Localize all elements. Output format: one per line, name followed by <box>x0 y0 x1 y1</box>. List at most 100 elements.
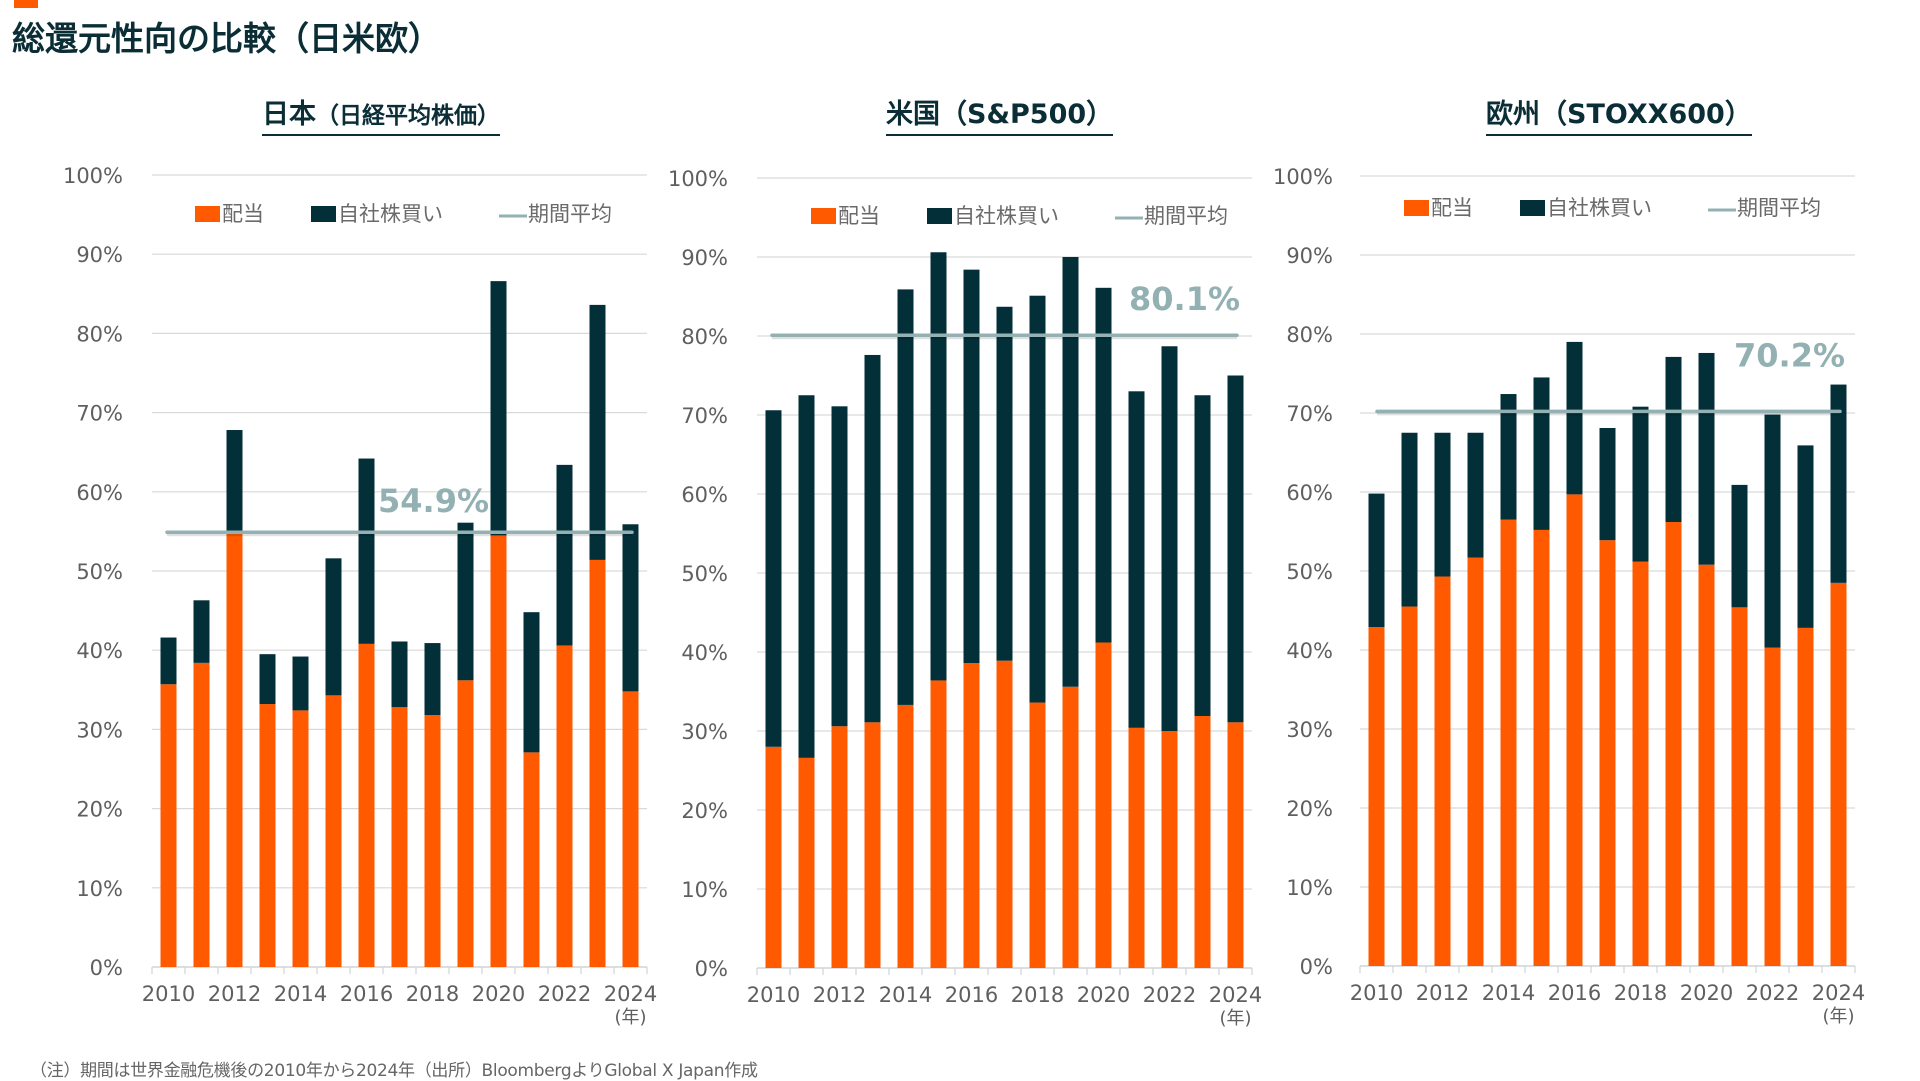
bar-buyback-us-2018 <box>1029 295 1046 703</box>
x-tick-label-europe: 2010 <box>1350 981 1403 1005</box>
y-tick-label-europe: 20% <box>1286 797 1333 821</box>
bar-dividend-japan-2015 <box>325 695 342 967</box>
bar-buyback-europe-2022 <box>1764 414 1781 648</box>
y-tick-label-us: 20% <box>681 799 728 823</box>
y-tick-label-japan: 60% <box>76 481 123 505</box>
y-tick-label-japan: 0% <box>90 956 123 980</box>
bar-dividend-us-2022 <box>1161 731 1178 968</box>
bar-dividend-japan-2011 <box>193 662 210 967</box>
y-tick-label-us: 40% <box>681 641 728 665</box>
chart-title-japan-sub: （日経平均株価） <box>316 103 500 129</box>
chart-title-japan-main: 日本 <box>262 99 316 130</box>
x-tick-label-japan: 2010 <box>142 982 195 1006</box>
bar-buyback-europe-2021 <box>1731 484 1748 608</box>
y-tick-label-japan: 40% <box>76 639 123 663</box>
y-tick-label-europe: 0% <box>1300 955 1333 979</box>
bar-dividend-us-2021 <box>1128 727 1145 968</box>
bar-buyback-us-2023 <box>1194 395 1211 716</box>
bar-dividend-europe-2017 <box>1599 540 1616 966</box>
chart-title-us: 米国（S&P500） <box>886 99 1114 136</box>
y-tick-label-europe: 50% <box>1286 560 1333 584</box>
x-tick-label-us: 2018 <box>1011 983 1064 1007</box>
y-tick-label-us: 100% <box>668 167 728 191</box>
y-tick-label-japan: 90% <box>76 243 123 267</box>
bar-dividend-europe-2018 <box>1632 561 1649 966</box>
bar-buyback-europe-2019 <box>1665 356 1682 523</box>
chart-title-europe-sub: （STOXX600） <box>1540 99 1752 130</box>
x-tick-label-europe: 2012 <box>1416 981 1469 1005</box>
y-tick-label-europe: 80% <box>1286 323 1333 347</box>
average-label-japan: 54.9% <box>378 482 489 520</box>
chart-title-us-sub: （S&P500） <box>940 99 1114 130</box>
legend-average-label-japan: 期間平均 <box>528 202 612 226</box>
bar-buyback-europe-2015 <box>1533 377 1550 530</box>
bar-buyback-japan-2014 <box>292 656 309 711</box>
bar-buyback-us-2022 <box>1161 346 1178 731</box>
legend-buyback-swatch-europe <box>1520 200 1545 216</box>
average-label-europe: 70.2% <box>1734 336 1845 374</box>
bar-dividend-europe-2013 <box>1467 557 1484 966</box>
bar-dividend-europe-2012 <box>1434 576 1451 966</box>
legend-average-label-us: 期間平均 <box>1144 204 1228 228</box>
bar-dividend-us-2014 <box>897 704 914 968</box>
bar-buyback-europe-2016 <box>1566 341 1583 495</box>
bar-buyback-europe-2011 <box>1401 432 1418 607</box>
bar-buyback-japan-2020 <box>490 281 507 536</box>
bar-buyback-europe-2013 <box>1467 432 1484 558</box>
x-tick-label-us: 2014 <box>879 983 932 1007</box>
bar-dividend-europe-2014 <box>1500 519 1517 966</box>
bar-buyback-europe-2023 <box>1797 445 1814 628</box>
bar-buyback-japan-2018 <box>424 643 441 716</box>
bar-buyback-japan-2016 <box>358 458 375 644</box>
legend-buyback-label-europe: 自社株買い <box>1547 196 1652 220</box>
bar-buyback-europe-2018 <box>1632 406 1649 562</box>
bar-buyback-japan-2011 <box>193 600 210 663</box>
bar-buyback-europe-2024 <box>1830 384 1847 583</box>
y-tick-label-europe: 100% <box>1273 165 1333 189</box>
bar-buyback-japan-2022 <box>556 464 573 646</box>
x-unit-label-us: (年) <box>1219 1008 1251 1029</box>
bar-dividend-japan-2023 <box>589 559 606 967</box>
y-tick-label-europe: 40% <box>1286 639 1333 663</box>
legend-dividend-swatch-us <box>811 208 836 224</box>
bar-buyback-us-2016 <box>963 269 980 664</box>
bar-buyback-us-2020 <box>1095 287 1112 643</box>
x-tick-label-europe: 2022 <box>1746 981 1799 1005</box>
x-unit-label-europe: (年) <box>1822 1006 1854 1027</box>
bar-buyback-us-2012 <box>831 406 848 727</box>
x-tick-label-japan: 2020 <box>472 982 525 1006</box>
bar-buyback-europe-2014 <box>1500 394 1517 520</box>
y-tick-label-europe: 30% <box>1286 718 1333 742</box>
bar-dividend-europe-2020 <box>1698 564 1715 966</box>
title-accent-bar <box>14 0 38 8</box>
bar-buyback-us-2021 <box>1128 391 1145 728</box>
bar-dividend-us-2015 <box>930 680 947 968</box>
bar-buyback-japan-2019 <box>457 522 474 681</box>
bar-buyback-us-2010 <box>765 410 782 747</box>
chart-title-us-main: 米国 <box>886 99 940 130</box>
y-tick-label-us: 30% <box>681 720 728 744</box>
bar-dividend-japan-2014 <box>292 710 309 967</box>
legend-buyback-label-japan: 自社株買い <box>338 202 443 226</box>
y-tick-label-us: 50% <box>681 562 728 586</box>
x-tick-label-japan: 2014 <box>274 982 327 1006</box>
bar-dividend-japan-2024 <box>622 691 639 967</box>
y-tick-label-japan: 50% <box>76 560 123 584</box>
bar-dividend-us-2018 <box>1029 702 1046 968</box>
legend-dividend-label-europe: 配当 <box>1431 196 1473 220</box>
x-tick-label-us: 2022 <box>1143 983 1196 1007</box>
y-tick-label-europe: 10% <box>1286 876 1333 900</box>
y-tick-label-us: 0% <box>695 957 728 981</box>
y-tick-label-japan: 30% <box>76 718 123 742</box>
y-tick-label-us: 70% <box>681 404 728 428</box>
x-tick-label-japan: 2024 <box>604 982 657 1006</box>
bar-dividend-europe-2021 <box>1731 607 1748 966</box>
legend-dividend-swatch-japan <box>195 206 220 222</box>
bar-buyback-japan-2024 <box>622 524 639 692</box>
bar-dividend-us-2013 <box>864 722 881 968</box>
bar-dividend-europe-2010 <box>1368 627 1385 966</box>
bar-buyback-japan-2023 <box>589 304 606 560</box>
bar-buyback-europe-2012 <box>1434 432 1451 577</box>
chart-title-europe-main: 欧州 <box>1486 99 1540 130</box>
